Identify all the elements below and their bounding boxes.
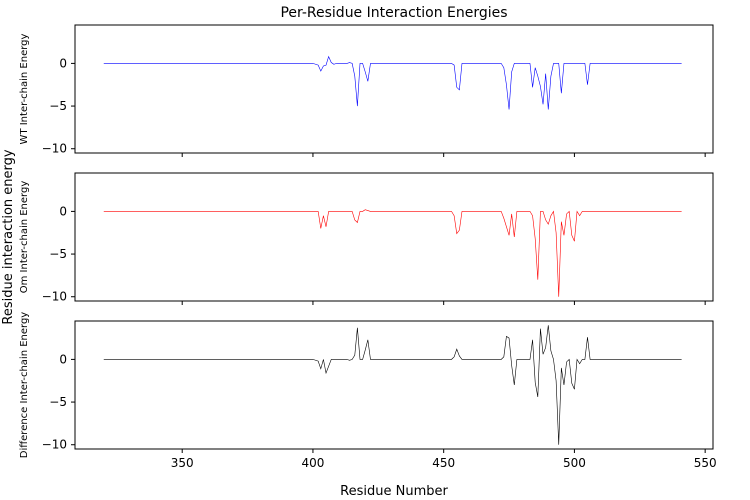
y-tick-label: −5	[49, 247, 67, 261]
subplot-1: 0 −5 −10 WT Inter-chain Energy	[19, 24, 714, 157]
axes-frame-2	[74, 172, 714, 302]
y-tick-label: 0	[59, 352, 67, 366]
y-tick-label: 0	[59, 204, 67, 218]
y-axis-label-3: Difference Inter-chain Energy	[19, 312, 30, 459]
x-tick-label: 550	[694, 456, 717, 470]
y-tick-label: −10	[42, 290, 67, 304]
axes-frame-1	[74, 24, 714, 154]
y-tick-label: −5	[49, 395, 67, 409]
series-line-2	[103, 209, 682, 297]
subplot-2: 0 −5 −10 Om Inter-chain Energy	[19, 172, 714, 305]
x-tick-label: 400	[301, 456, 324, 470]
y-axis-label-2: Om Inter-chain Energy	[19, 181, 30, 294]
x-tick-label: 500	[563, 456, 586, 470]
x-tick-label: 450	[432, 456, 455, 470]
subplot-panels: 0 −5 −10 WT Inter-chain Energy 0 −5 −10 Om Inte…	[19, 24, 717, 470]
chart-title: Per-Residue Interaction Energies	[280, 5, 507, 21]
series-line-1	[103, 55, 682, 110]
subplot-3: 0 −5 −10 350 400 450 500 550 Difference Inter-ch…	[19, 312, 717, 470]
series-line-3	[103, 325, 682, 445]
x-axis-label: Residue Number	[340, 484, 448, 499]
y-tick-label: −10	[42, 142, 67, 156]
y-tick-label: −10	[42, 438, 67, 452]
axes-frame-3	[74, 320, 714, 450]
shared-y-axis-label: Residue interaction energy	[1, 149, 16, 324]
y-tick-label: −5	[49, 99, 67, 113]
y-tick-label: 0	[59, 56, 67, 70]
y-axis-label-1: WT Inter-chain Energy	[19, 33, 30, 144]
x-tick-label: 350	[171, 456, 194, 470]
